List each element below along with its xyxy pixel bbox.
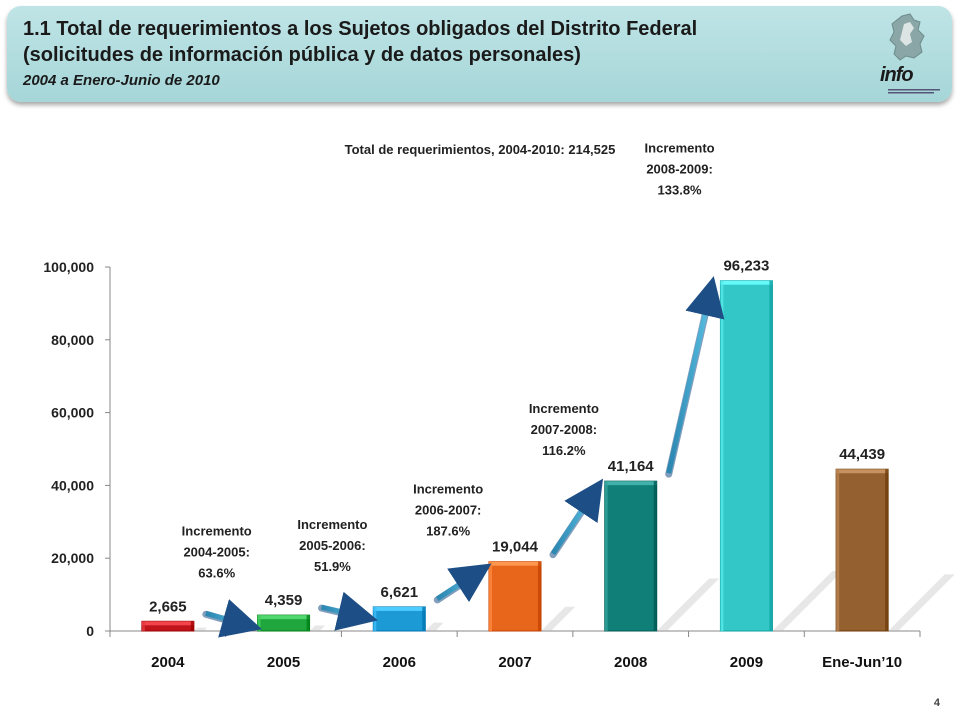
- bar: [372, 606, 426, 632]
- data-label: 4,359: [265, 592, 303, 609]
- x-tick-label: 2009: [730, 654, 763, 671]
- increment-label: 133.8%: [658, 183, 703, 198]
- bar: [488, 561, 542, 632]
- bar-bevel: [373, 606, 426, 611]
- page-number: 4: [933, 697, 940, 709]
- increment-label: Incremento: [529, 401, 599, 416]
- increment-label: Incremento: [297, 517, 367, 532]
- bar-highlight: [604, 481, 608, 631]
- x-tick-label: 2006: [383, 654, 416, 671]
- bar-shadow: [193, 627, 208, 631]
- increment-label: 2005-2006:: [299, 538, 366, 553]
- page-title-line2: (solicitudes de información pública y de…: [23, 44, 581, 66]
- bar: [835, 468, 889, 632]
- growth-arrow: [666, 276, 725, 474]
- y-tick-label: 60,000: [51, 405, 94, 421]
- growth-arrow: [550, 478, 604, 556]
- chart-title: Total de requerimientos, 2004-2010: 214,…: [344, 142, 616, 157]
- x-tick-label: 2008: [614, 654, 647, 671]
- x-tick-label: Ene-Jun’10: [822, 654, 902, 671]
- increment-label: 2008-2009:: [646, 162, 713, 177]
- y-tick-label: 20,000: [51, 550, 94, 566]
- increment-label: 2004-2005:: [183, 544, 250, 559]
- increment-label: Incremento: [182, 523, 252, 538]
- bar-highlight: [141, 621, 145, 631]
- map-logo-icon: [889, 13, 925, 61]
- bar-highlight: [489, 561, 492, 631]
- growth-arrow: [435, 563, 492, 603]
- data-label: 2,665: [149, 598, 187, 615]
- info-logo: info: [874, 12, 942, 96]
- bar-bevel: [257, 615, 310, 620]
- growth-arrow: [321, 591, 378, 631]
- bar-shadow: [656, 578, 720, 631]
- increment-label: 2007-2008:: [531, 422, 598, 437]
- bar-highlight: [720, 280, 724, 631]
- bar-bevel: [489, 561, 541, 566]
- data-label: 41,164: [608, 458, 655, 475]
- increment-label: Incremento: [645, 141, 715, 156]
- bar-shadow: [541, 606, 576, 631]
- bar-edge: [769, 280, 773, 631]
- chart-labels: 2004 2005 2006 2007 2008 2009 Ene-Jun’10 2,665 4…: [149, 141, 902, 671]
- bar-highlight: [257, 615, 261, 631]
- x-tick-label: 2005: [267, 654, 300, 671]
- bar-shadow: [309, 625, 326, 631]
- increment-label: 63.6%: [198, 565, 235, 580]
- period-label: 2004 a Enero-Junio de 2010: [23, 72, 220, 89]
- bar-shadow: [772, 571, 843, 631]
- bar: [719, 280, 773, 632]
- bar-bevel: [720, 280, 773, 285]
- chart-annotations: [202, 276, 725, 638]
- page-title: 1.1 Total de requerimientos a los Sujeto…: [23, 18, 698, 40]
- chart-bars: [141, 280, 955, 632]
- logo-text: info: [880, 64, 914, 86]
- data-label: 44,439: [839, 446, 885, 463]
- y-tick-label: 40,000: [51, 477, 94, 493]
- bar-edge: [538, 561, 541, 631]
- increment-label: 187.6%: [426, 524, 471, 539]
- bar-bevel: [141, 621, 194, 626]
- data-label: 96,233: [723, 258, 769, 275]
- bar-edge: [885, 469, 889, 631]
- chart-axes: 0 20,000 40,000 60,000 80,000 100,000: [43, 259, 921, 639]
- bar-edge: [422, 606, 426, 631]
- x-tick-label: 2004: [151, 654, 185, 671]
- data-label: 6,621: [381, 584, 419, 601]
- bar-highlight: [373, 606, 377, 631]
- logo-fineprint-icon: [888, 89, 940, 94]
- data-label: 19,044: [492, 539, 539, 556]
- bar-edge: [306, 615, 310, 631]
- y-tick-label: 100,000: [43, 259, 94, 275]
- bar-highlight: [836, 469, 840, 631]
- title-banner: 1.1 Total de requerimientos a los Sujeto…: [7, 6, 952, 102]
- increment-label: Incremento: [413, 482, 483, 497]
- y-tick-label: 80,000: [51, 332, 94, 348]
- y-tick-label: 0: [86, 623, 94, 639]
- increment-label: 51.9%: [314, 559, 351, 574]
- bar-shadow: [425, 622, 444, 631]
- bar-edge: [653, 481, 657, 631]
- increment-label: 116.2%: [542, 443, 586, 458]
- x-tick-label: 2007: [498, 654, 531, 671]
- growth-arrow: [205, 599, 263, 638]
- increment-label: 2006-2007:: [415, 503, 482, 518]
- bar-edge: [190, 621, 194, 631]
- bar: [604, 480, 658, 632]
- bar-bevel: [604, 481, 657, 486]
- bar-shadow: [888, 574, 955, 631]
- bar-bevel: [836, 469, 889, 474]
